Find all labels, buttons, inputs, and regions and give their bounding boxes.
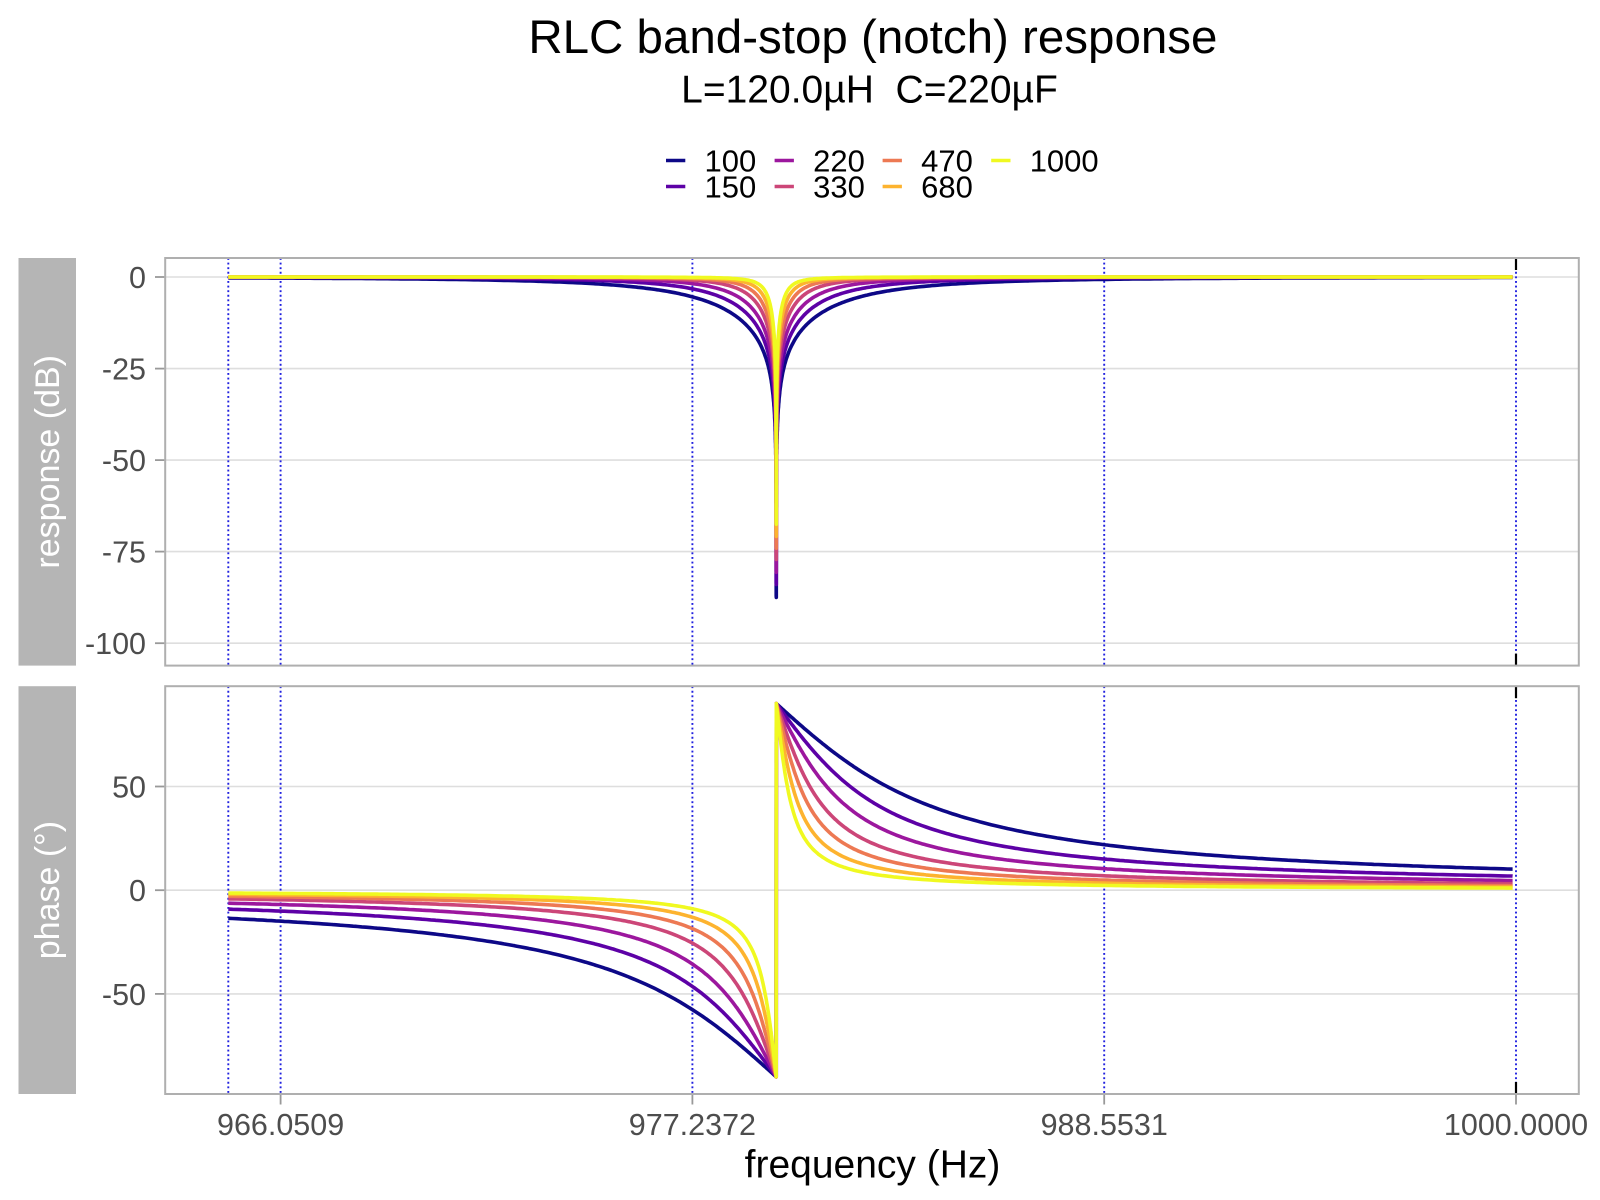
svg-text:-75: -75 xyxy=(102,536,146,570)
svg-text:50: 50 xyxy=(112,770,146,804)
svg-text:-100: -100 xyxy=(85,627,146,661)
svg-text:response (dB): response (dB) xyxy=(29,355,67,569)
svg-text:phase (°): phase (°) xyxy=(29,821,67,959)
svg-text:frequency (Hz): frequency (Hz) xyxy=(745,1144,1001,1187)
svg-text:330: 330 xyxy=(813,169,865,204)
svg-text:966.0509: 966.0509 xyxy=(217,1108,344,1142)
svg-text:-50: -50 xyxy=(102,978,146,1012)
svg-text:1000.0000: 1000.0000 xyxy=(1444,1108,1588,1142)
svg-text:1000: 1000 xyxy=(1030,143,1099,178)
svg-text:0: 0 xyxy=(129,261,146,295)
svg-text:-50: -50 xyxy=(102,444,146,478)
svg-text:L=120.0µH C=220µF: L=120.0µH C=220µF xyxy=(681,69,1058,112)
svg-text:977.2372: 977.2372 xyxy=(629,1108,756,1142)
svg-text:100: 100 xyxy=(705,143,757,178)
svg-text:680: 680 xyxy=(921,169,973,204)
svg-text:-25: -25 xyxy=(102,352,146,386)
svg-text:988.5531: 988.5531 xyxy=(1041,1108,1168,1142)
svg-text:RLC band-stop (notch) response: RLC band-stop (notch) response xyxy=(528,11,1217,64)
svg-text:470: 470 xyxy=(921,143,973,178)
svg-text:0: 0 xyxy=(129,874,146,908)
svg-text:150: 150 xyxy=(705,169,757,204)
svg-text:220: 220 xyxy=(813,143,865,178)
